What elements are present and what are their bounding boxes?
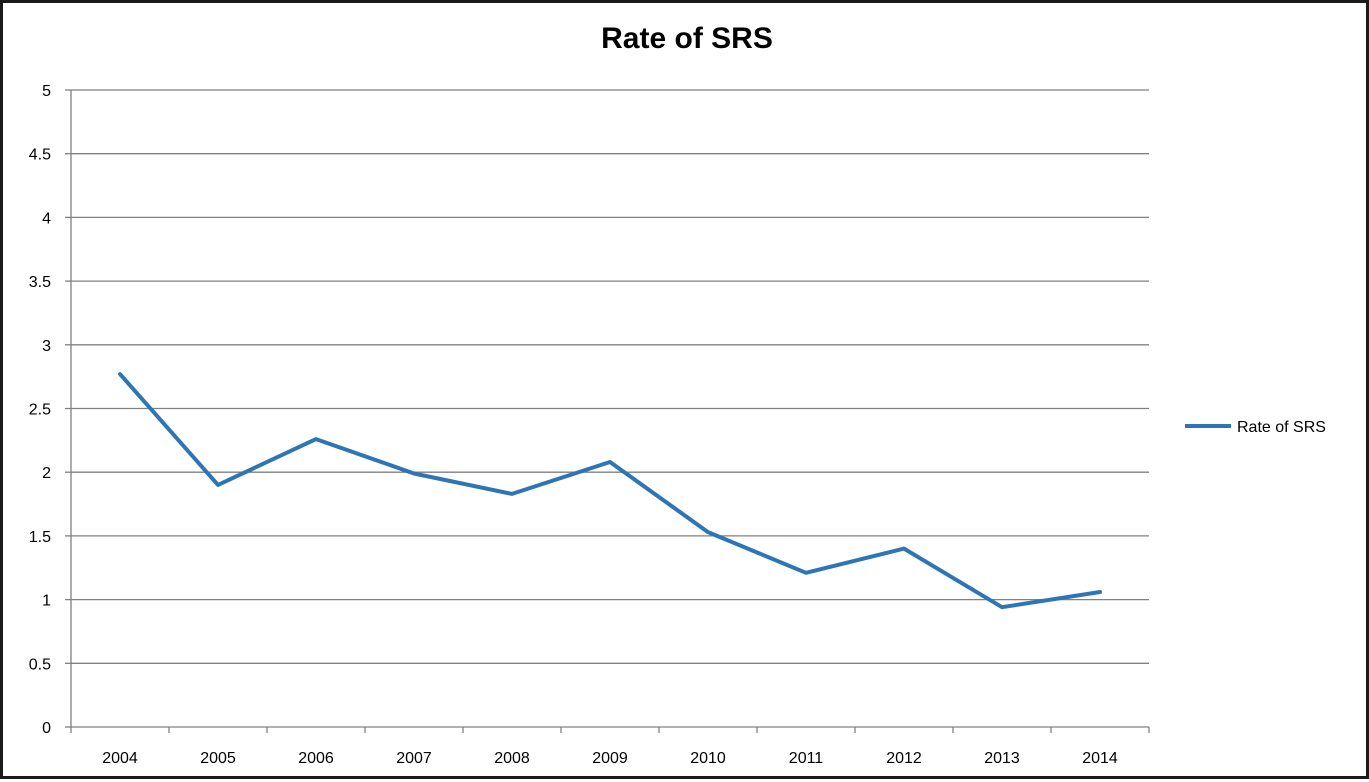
y-tick-label: 3	[42, 338, 51, 355]
y-tick-label: 2.5	[29, 402, 51, 419]
y-axis-ticks: 0 0.5 1 1.5 2 2.5 3 3.5 4 4.5 5	[29, 83, 71, 737]
x-tick-label: 2006	[298, 750, 334, 767]
x-axis-ticks: 2004 2005 2006 2007 2008 2009 2010 2011 2012 2013…	[70, 727, 1150, 767]
chart: Rate of SRS 00.511.522.533.544.55 2004 20…	[29, 22, 1326, 767]
y-tick-label: 5	[42, 83, 51, 100]
legend: Rate of SRS	[1185, 419, 1326, 436]
y-tick-label: 0.5	[29, 656, 51, 673]
x-tick-label: 2013	[984, 750, 1020, 767]
series-line-0	[118, 372, 1102, 610]
x-tick-label: 2005	[200, 750, 236, 767]
x-tick-label: 2004	[102, 750, 138, 767]
y-tick-label: 4	[42, 210, 51, 227]
y-tick-label: 4.5	[29, 147, 51, 164]
x-tick-label: 2009	[592, 750, 628, 767]
x-tick-label: 2011	[789, 750, 824, 767]
y-tick-label: 0	[42, 720, 51, 737]
x-tick-label: 2008	[494, 750, 530, 767]
series-lines	[118, 372, 1102, 610]
x-tick-label: 2010	[690, 750, 726, 767]
legend-label: Rate of SRS	[1237, 419, 1326, 436]
x-tick-label: 2012	[886, 750, 922, 767]
x-tick-label: 2007	[396, 750, 432, 767]
y-tick-label: 1	[42, 593, 51, 610]
chart-title: Rate of SRS	[601, 22, 773, 55]
y-tick-label: 3.5	[29, 274, 51, 291]
gridlines	[71, 89, 1149, 664]
y-tick-label: 2	[42, 465, 51, 482]
x-tick-label: 2014	[1082, 750, 1118, 767]
y-tick-label: 1.5	[29, 529, 51, 546]
